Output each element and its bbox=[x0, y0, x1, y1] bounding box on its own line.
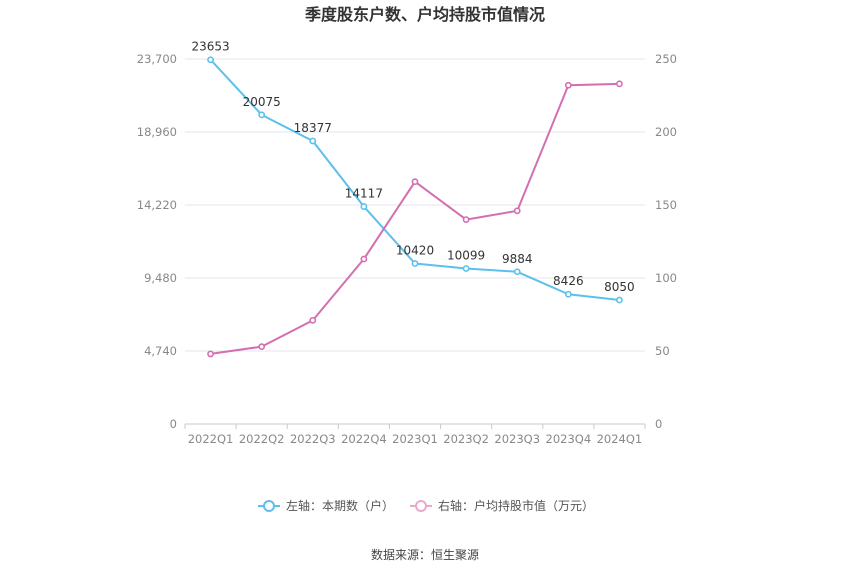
data-point[interactable] bbox=[616, 80, 623, 88]
left-tick-label: 23,700 bbox=[137, 52, 177, 66]
category-label: 2022Q3 bbox=[290, 432, 336, 446]
data-label: 10420 bbox=[396, 244, 434, 258]
left-tick-label: 18,960 bbox=[137, 125, 177, 139]
data-point[interactable] bbox=[462, 265, 470, 272]
category-label: 2022Q4 bbox=[341, 432, 387, 446]
data-source: 数据来源：恒生聚源 bbox=[371, 547, 479, 562]
data-label: 10099 bbox=[447, 248, 485, 262]
data-point[interactable] bbox=[258, 111, 266, 119]
right-tick-label: 150 bbox=[655, 198, 677, 212]
chart-title: 季度股东户数、户均持股市值情况 bbox=[304, 5, 545, 24]
left-tick-label: 4,740 bbox=[144, 344, 177, 358]
x-axis: 2022Q1 2022Q2 2022Q3 2022Q4 2023Q1 2023Q2 2023… bbox=[184, 423, 646, 446]
data-point[interactable] bbox=[411, 260, 419, 267]
legend-marker bbox=[263, 500, 275, 512]
data-point[interactable] bbox=[309, 316, 317, 324]
data-point[interactable] bbox=[411, 178, 419, 186]
data-label: 14117 bbox=[345, 187, 383, 201]
legend[interactable]: 左轴：本期数（户） 右轴：户均持股市值（万元） bbox=[258, 498, 594, 513]
right-tick-label: 100 bbox=[655, 271, 677, 285]
data-point[interactable] bbox=[564, 81, 572, 89]
category-label: 2023Q2 bbox=[443, 432, 489, 446]
right-tick-label: 200 bbox=[655, 125, 677, 139]
data-label: 20075 bbox=[243, 95, 281, 109]
category-label: 2023Q4 bbox=[546, 432, 592, 446]
data-label: 8050 bbox=[604, 280, 635, 294]
data-label: 18377 bbox=[294, 121, 332, 135]
data-point[interactable] bbox=[616, 296, 623, 304]
data-point[interactable] bbox=[360, 203, 368, 210]
data-point[interactable] bbox=[462, 216, 470, 223]
data-point[interactable] bbox=[207, 56, 214, 64]
category-label: 2022Q2 bbox=[239, 432, 285, 446]
data-label: 8426 bbox=[553, 274, 584, 288]
category-label: 2024Q1 bbox=[597, 432, 643, 446]
left-tick-label: 0 bbox=[170, 417, 177, 431]
left-tick-label: 9,480 bbox=[144, 271, 177, 285]
right-tick-label: 250 bbox=[655, 52, 677, 66]
data-point[interactable] bbox=[360, 255, 368, 263]
data-point[interactable] bbox=[258, 343, 266, 351]
legend-label[interactable]: 左轴：本期数（户） bbox=[286, 498, 394, 513]
data-point[interactable] bbox=[513, 268, 521, 276]
data-point[interactable] bbox=[564, 290, 572, 298]
data-point[interactable] bbox=[309, 137, 317, 145]
right-tick-label: 0 bbox=[655, 417, 662, 431]
category-label: 2023Q1 bbox=[392, 432, 438, 446]
data-label: 23653 bbox=[191, 40, 229, 54]
data-label: 9884 bbox=[502, 252, 533, 266]
right-tick-label: 50 bbox=[655, 344, 670, 358]
series-group: 23653 20075 18377 14117 10420 10099 9884 8426 80… bbox=[191, 40, 635, 358]
data-point[interactable] bbox=[207, 350, 214, 358]
legend-label[interactable]: 右轴：户均持股市值（万元） bbox=[438, 498, 594, 513]
right-axis: 0 50 100 150 200 250 bbox=[655, 52, 677, 431]
series-line-2 bbox=[210, 82, 620, 355]
category-label: 2023Q3 bbox=[494, 432, 540, 446]
grid-lines bbox=[185, 58, 645, 352]
data-point[interactable] bbox=[513, 207, 521, 215]
left-tick-label: 14,220 bbox=[137, 198, 177, 212]
legend-marker bbox=[415, 500, 427, 512]
category-label: 2022Q1 bbox=[188, 432, 234, 446]
left-axis: 0 4,740 9,480 14,220 18,960 23,700 bbox=[137, 52, 177, 431]
